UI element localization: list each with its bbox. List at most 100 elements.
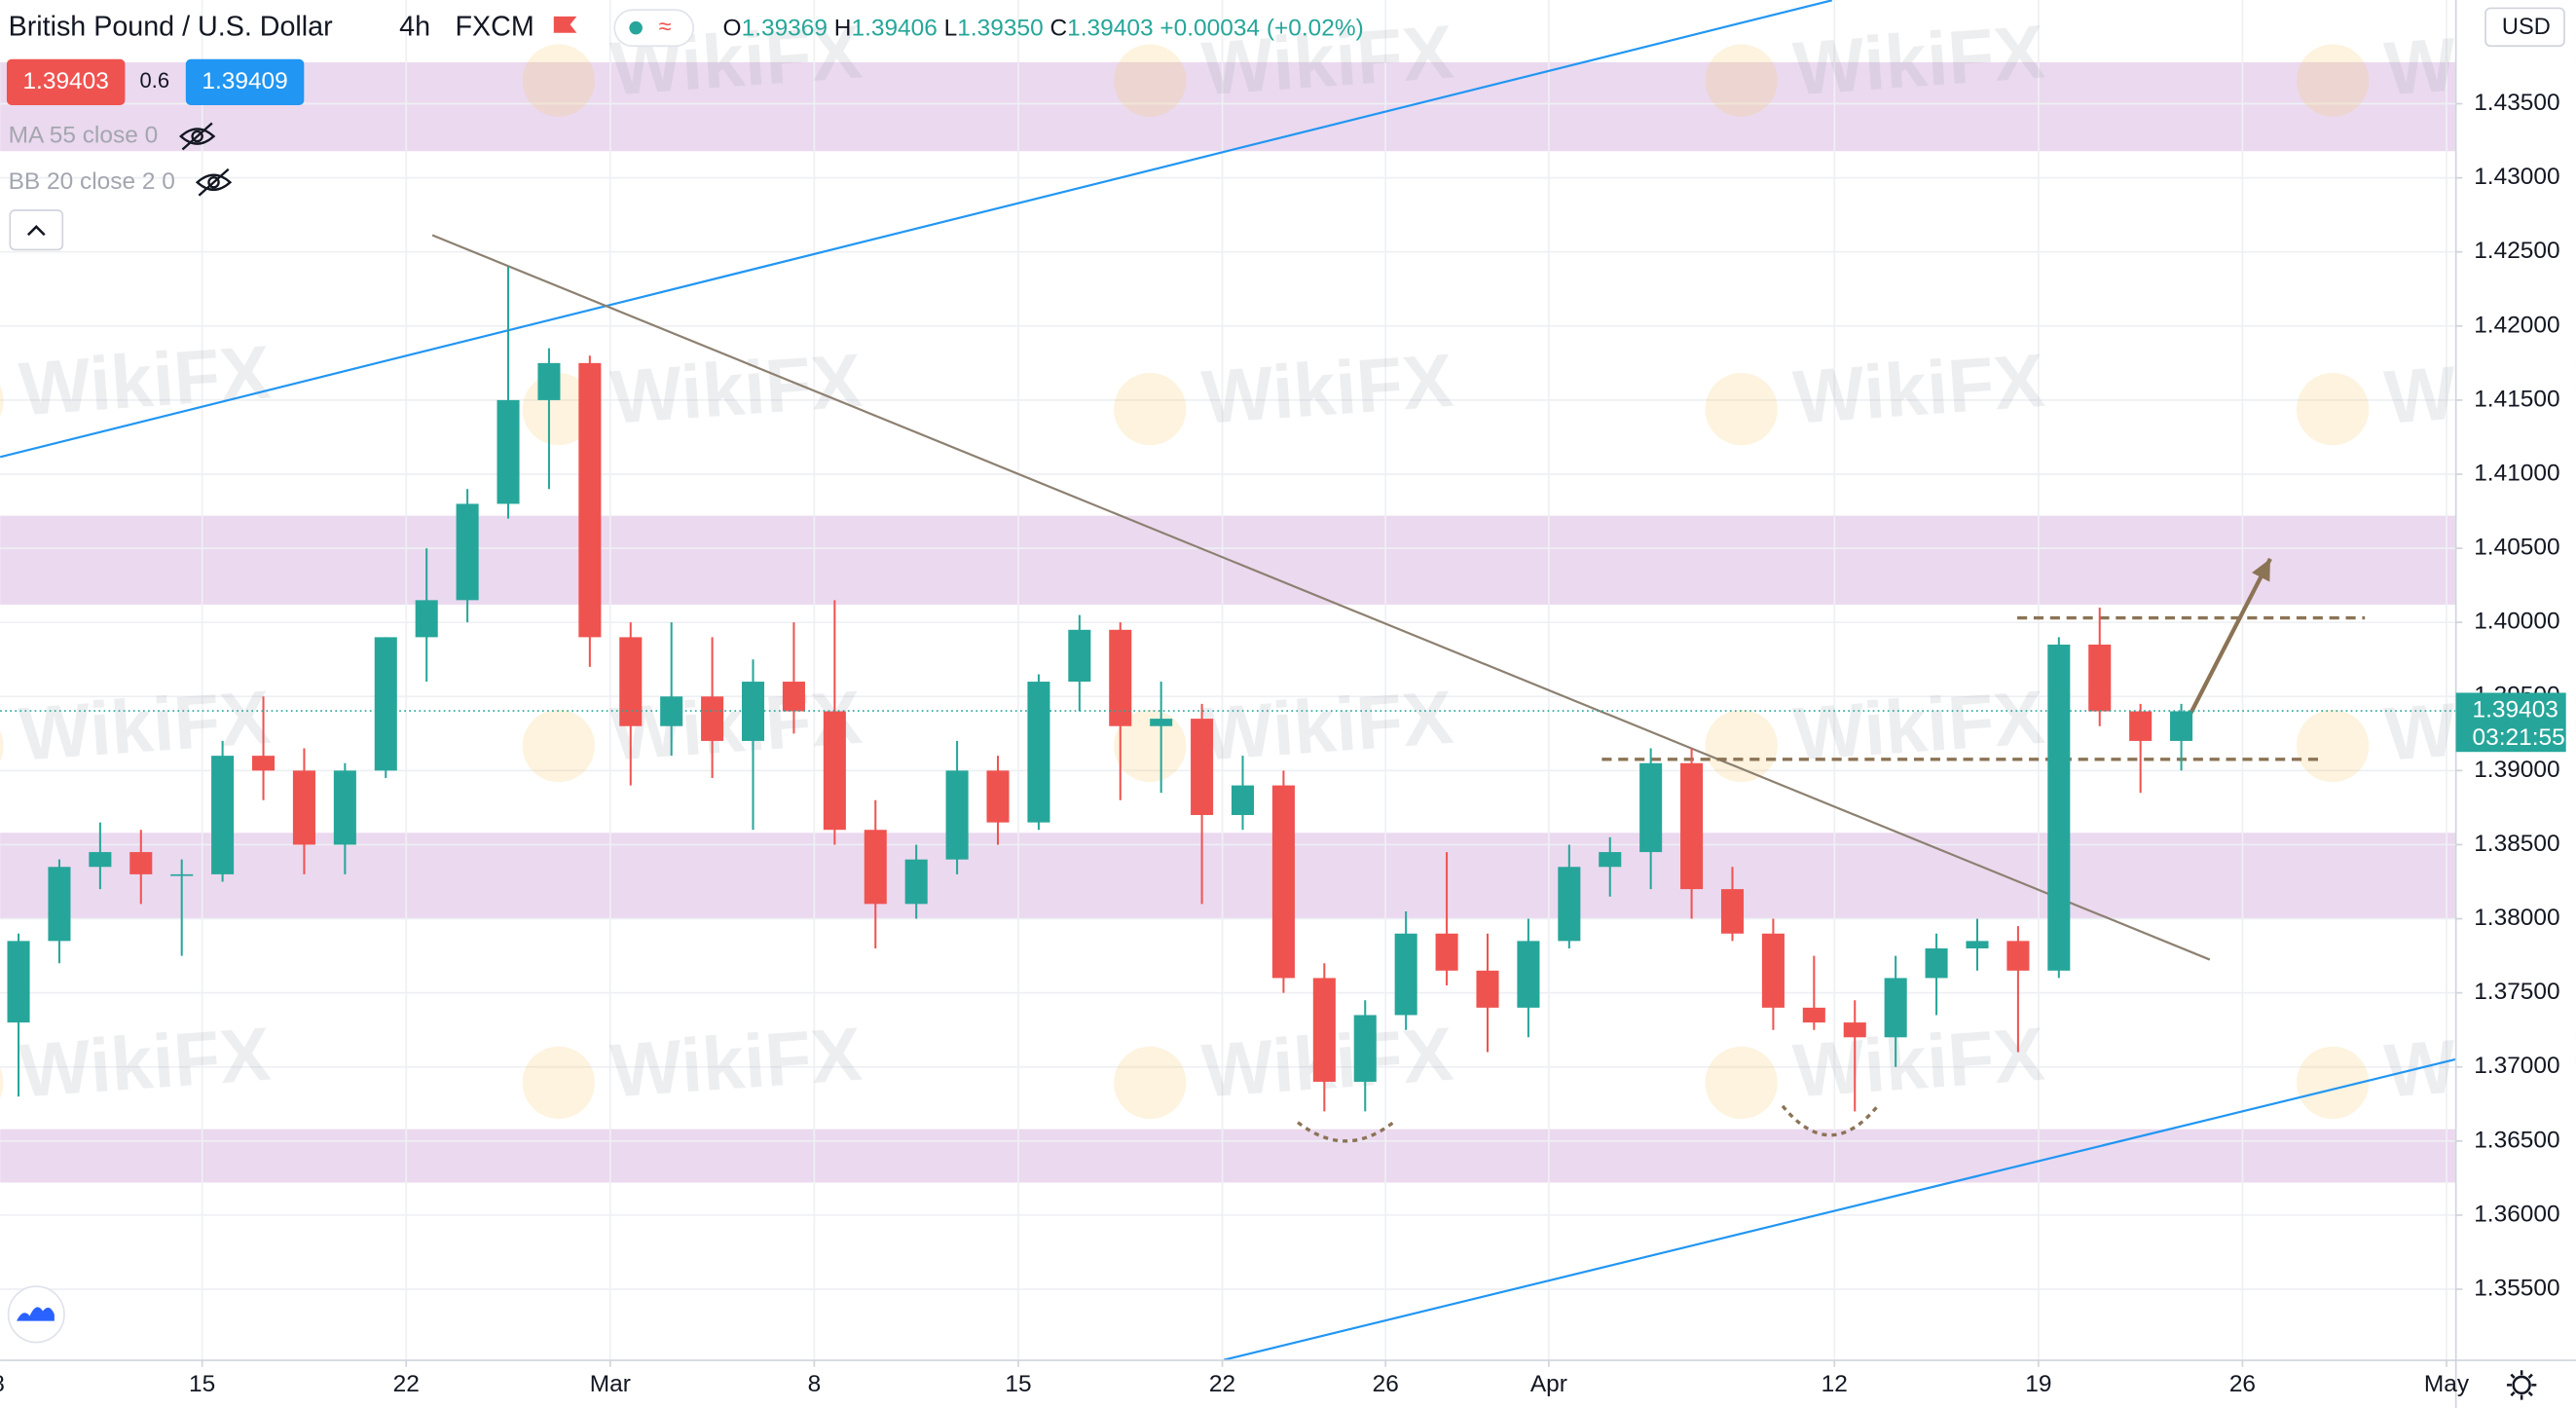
header: British Pound / U.S. Dollar 4h FXCM ≈ O1…	[6, 7, 2565, 1400]
collapse-button[interactable]	[9, 209, 64, 251]
candle-body	[1353, 1015, 1377, 1082]
watermark: WikiFX	[1199, 676, 1456, 777]
candle-body	[1150, 719, 1173, 726]
x-tick-label: 22	[393, 1371, 420, 1397]
y-tick-label: 1.39000	[2474, 757, 2559, 783]
zone	[0, 1129, 2456, 1183]
candle-body	[1394, 933, 1417, 1016]
candle-body	[497, 399, 520, 504]
pattern-arc	[1297, 1121, 1395, 1143]
y-tick-label: 1.36000	[2474, 1201, 2559, 1227]
exchange: FXCM	[456, 11, 534, 42]
watermark: WikiFX	[17, 676, 274, 777]
hide-icon[interactable]	[195, 167, 233, 197]
currency[interactable]: USD	[2502, 15, 2551, 40]
trend-line	[431, 234, 2211, 961]
y-tick-label: 1.38500	[2474, 831, 2559, 857]
status-wave: ≈	[659, 15, 672, 40]
sell-price[interactable]: 1.39403	[22, 68, 108, 94]
candle-body	[1109, 629, 1132, 726]
x-tick-label: 22	[1209, 1371, 1235, 1397]
indicator-label[interactable]: BB 20 close 2 0	[9, 168, 175, 195]
arrow	[2186, 557, 2272, 720]
trend-line	[1223, 1057, 2456, 1361]
candle-body	[1761, 933, 1785, 1008]
watermark-logo	[2296, 44, 2370, 117]
watermark-logo	[1705, 44, 1778, 117]
watermark: WikiFX	[1790, 676, 2047, 777]
symbol[interactable]: British Pound / U.S. Dollar	[9, 11, 333, 42]
candle-body	[1925, 947, 1948, 979]
currency-button[interactable]	[2484, 7, 2565, 48]
watermark: WikiFX	[17, 1013, 274, 1114]
y-tick-label: 1.42000	[2474, 312, 2559, 338]
candle-body	[1476, 970, 1499, 1008]
watermark-logo	[0, 1067, 4, 1098]
watermark-logo	[0, 730, 4, 761]
y-tick-label: 1.42500	[2474, 238, 2559, 264]
ohlc-value: 1.39350	[957, 16, 1043, 42]
collapse-icon	[26, 225, 46, 237]
candle-body	[864, 830, 887, 905]
ohlc-value: 1.39403	[1067, 16, 1153, 42]
arrow-head	[2252, 558, 2270, 582]
watermark: WikiFX	[607, 1013, 865, 1114]
candle-body	[374, 637, 397, 771]
candle-body	[89, 852, 112, 868]
zones	[0, 61, 2456, 1183]
watermark: WikiFX	[1790, 339, 2047, 440]
watermark: WikiFX	[1199, 10, 1456, 111]
x-tick-label: May	[2424, 1371, 2470, 1397]
x-tick-label: 15	[189, 1371, 215, 1397]
interval[interactable]: 4h	[399, 11, 430, 42]
buy-button[interactable]	[185, 58, 305, 105]
status-pill[interactable]	[613, 9, 695, 48]
watermark-logo	[1114, 1046, 1187, 1120]
status-dot	[629, 20, 643, 35]
zone	[0, 61, 2456, 152]
candle-body	[1191, 719, 1214, 816]
candle-body	[1802, 1007, 1825, 1023]
indicator-label[interactable]: MA 55 close 0	[9, 123, 159, 149]
watermark-logo	[522, 1046, 595, 1120]
watermark-logo	[2296, 709, 2370, 783]
ohlc-key: H	[834, 16, 852, 42]
candle-body	[741, 682, 765, 741]
y-tick-label: 1.43000	[2474, 164, 2559, 190]
y-tick-label: 1.37000	[2474, 1053, 2559, 1079]
hide-icon[interactable]	[179, 122, 216, 151]
ohlc-value: 1.39369	[742, 16, 828, 42]
y-tick-label: 1.41000	[2474, 460, 2559, 486]
y-tick-label: 1.40000	[2474, 609, 2559, 635]
x-tick-label: 26	[2229, 1371, 2256, 1397]
watermark: WikiFX	[1790, 1013, 2047, 1114]
watermark-logo	[1705, 373, 1778, 446]
watermark-logo	[522, 709, 595, 783]
flag-icon[interactable]	[553, 16, 577, 33]
candle-body	[48, 867, 71, 942]
spread: 0.6	[140, 68, 169, 93]
candle-body	[945, 770, 969, 860]
zone	[0, 833, 2456, 919]
watermark-logo	[2296, 373, 2370, 446]
last-price-label: 1.39403	[2473, 697, 2558, 723]
candle-body	[1599, 852, 1622, 868]
sell-button[interactable]	[6, 58, 126, 105]
y-tick-label: 1.40500	[2474, 535, 2559, 561]
candle-body	[1435, 933, 1458, 971]
candle-body	[537, 362, 561, 400]
candle-body	[1027, 682, 1050, 823]
x-tick-label: 12	[1822, 1371, 1848, 1397]
last-price-box	[2455, 692, 2566, 753]
watermark: WikiFX	[1790, 10, 2047, 111]
candle-body	[1680, 762, 1704, 890]
candle-body	[1843, 1022, 1866, 1038]
buy-price[interactable]: 1.39409	[202, 68, 287, 94]
watermark-logo	[0, 385, 4, 417]
candle-body	[1068, 629, 1091, 683]
candle-body	[170, 873, 194, 876]
candle-body	[782, 682, 805, 712]
candle-body	[904, 859, 928, 905]
settings-icon[interactable]	[2506, 1370, 2537, 1400]
y-tick-label: 1.36500	[2474, 1127, 2559, 1153]
